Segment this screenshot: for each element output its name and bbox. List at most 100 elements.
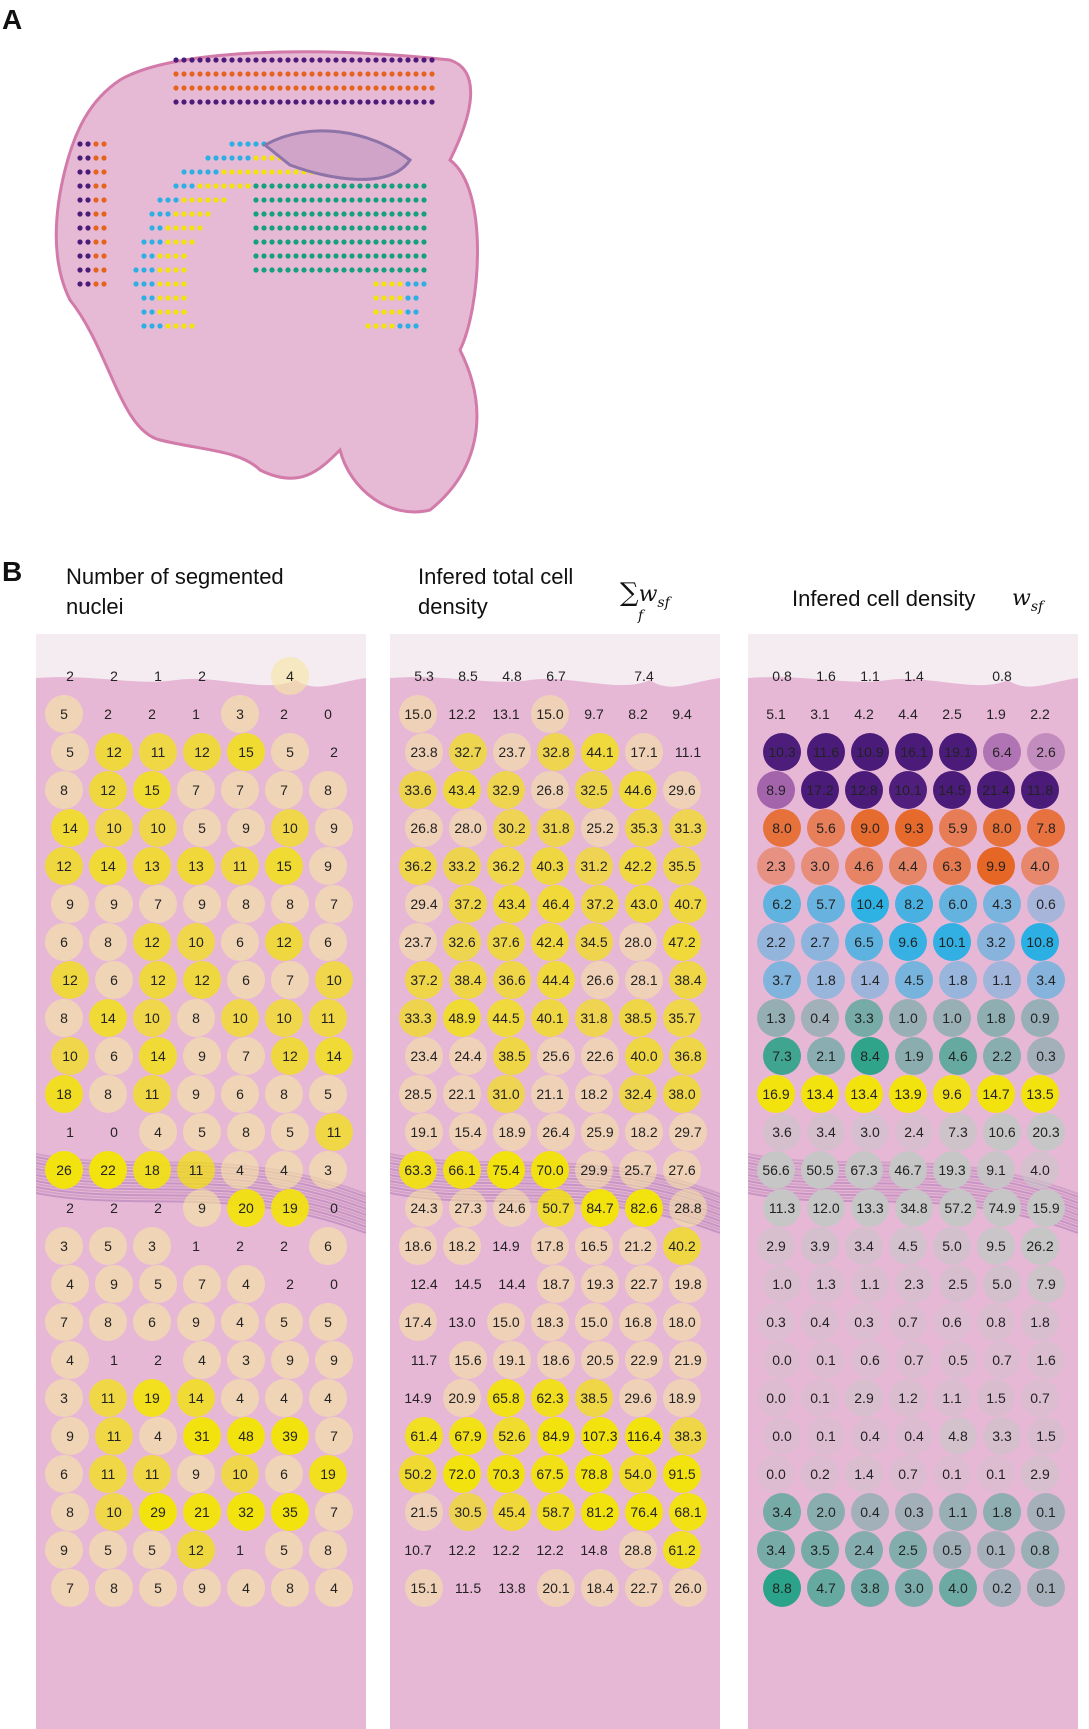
- spot-value: 9: [60, 1542, 68, 1558]
- tissue-spot: [253, 141, 259, 147]
- spot-value: 18.9: [498, 1124, 526, 1140]
- spot-marker: [933, 1075, 971, 1113]
- spot-value: 18: [56, 1086, 72, 1102]
- tissue-spot: [413, 57, 419, 63]
- tissue-spot: [285, 183, 291, 189]
- spot-value: 19.3: [586, 1276, 614, 1292]
- spot-marker: [889, 999, 927, 1037]
- spot-value: 0.6: [1036, 896, 1056, 912]
- tissue-spot: [373, 183, 379, 189]
- spot-marker: [801, 847, 839, 885]
- spot-value: 70.0: [536, 1162, 564, 1178]
- spot-value: 18: [144, 1162, 160, 1178]
- spot-marker: [757, 1531, 795, 1569]
- spot-value: 27.3: [454, 1200, 482, 1216]
- spot-value: 6.7: [546, 668, 566, 684]
- spot-marker: [581, 1493, 619, 1531]
- spot-marker: [801, 1303, 839, 1341]
- tissue-spot: [357, 85, 363, 91]
- spot-marker: [801, 1151, 839, 1189]
- tissue-spot: [157, 239, 163, 245]
- tissue-spot: [373, 281, 379, 287]
- tissue-spot: [173, 281, 179, 287]
- spot-value: 34.8: [900, 1200, 928, 1216]
- tissue-spot: [77, 169, 83, 175]
- tissue-spot: [157, 295, 163, 301]
- tissue-spot: [181, 197, 187, 203]
- tissue-spot: [293, 239, 299, 245]
- spot-marker: [133, 847, 171, 885]
- spot-marker: [807, 1493, 845, 1531]
- panel-nuclei-count: 2 2 1 2 4 5 2 2 1 3 2 0 5 12 11 12 15 5 2 8 12 15 7 7 7 8 14 10 10 5 9…: [36, 634, 366, 1729]
- spot-marker: [663, 1303, 701, 1341]
- spot-marker: [663, 1379, 701, 1417]
- spot-value: 74.9: [988, 1200, 1016, 1216]
- spot-marker: [575, 1151, 613, 1189]
- spot-marker: [977, 1455, 1015, 1493]
- tissue-spot: [373, 309, 379, 315]
- tissue-spot: [405, 85, 411, 91]
- spot-value: 10: [276, 1010, 292, 1026]
- spot-value: 7: [330, 1428, 338, 1444]
- tissue-spot: [357, 239, 363, 245]
- spot-marker: [537, 1493, 575, 1531]
- tissue-spot: [325, 85, 331, 91]
- spot-value: 25.9: [586, 1124, 614, 1140]
- spot-marker: [51, 1569, 89, 1607]
- spot-marker: [95, 1493, 133, 1531]
- spot-marker: [581, 961, 619, 999]
- spot-value: 45.4: [498, 1504, 526, 1520]
- spot-value: 42.4: [536, 934, 564, 950]
- spot-value: 11.6: [812, 744, 840, 760]
- tissue-spot: [325, 183, 331, 189]
- spot-value: 8.2: [628, 706, 648, 722]
- spot-marker: [939, 809, 977, 847]
- spot-value: 7: [198, 1276, 206, 1292]
- spot-value: 0.1: [816, 1352, 836, 1368]
- spot-marker: [895, 1493, 933, 1531]
- spot-marker: [309, 1227, 347, 1265]
- spot-value: 28.0: [454, 820, 482, 836]
- spot-value: 2.4: [904, 1124, 924, 1140]
- tissue-edge: [748, 634, 1078, 687]
- spot-marker: [889, 1075, 927, 1113]
- spot-marker: [763, 733, 801, 771]
- spot-value: 15.6: [454, 1352, 482, 1368]
- tissue-spot: [149, 323, 155, 329]
- tissue-spot: [269, 225, 275, 231]
- spot-value: 12: [282, 1048, 298, 1064]
- spot-value: 23.7: [404, 934, 432, 950]
- spot-marker: [45, 771, 83, 809]
- spot-value: 46.7: [894, 1162, 922, 1178]
- spot-value: 18.2: [580, 1086, 608, 1102]
- spot-value: 0.2: [992, 1580, 1012, 1596]
- spot-value: 19.1: [498, 1352, 526, 1368]
- spot-marker: [977, 1227, 1015, 1265]
- tissue-spot: [405, 267, 411, 273]
- tissue-spot: [181, 295, 187, 301]
- spot-value: 7.4: [634, 668, 654, 684]
- tissue-spot: [93, 141, 99, 147]
- spot-marker: [763, 1569, 801, 1607]
- spot-value: 9.7: [584, 706, 604, 722]
- tissue-spot: [325, 99, 331, 105]
- tissue-spot: [157, 211, 163, 217]
- spot-value: 1: [192, 706, 200, 722]
- tissue-spot: [317, 239, 323, 245]
- tissue-spot: [213, 183, 219, 189]
- tissue-spot: [181, 183, 187, 189]
- spot-value: 14: [150, 1048, 166, 1064]
- tissue-spot: [333, 57, 339, 63]
- spot-value: 9: [198, 1200, 206, 1216]
- tissue-spot: [341, 239, 347, 245]
- tissue-spot: [413, 85, 419, 91]
- tissue-spot: [381, 71, 387, 77]
- spot-value: 5: [148, 1542, 156, 1558]
- tissue-edge: [390, 634, 720, 687]
- spot-marker: [939, 1113, 977, 1151]
- spot-value: 10: [106, 1504, 122, 1520]
- spot-marker: [183, 1265, 221, 1303]
- tissue-spot: [277, 267, 283, 273]
- tissue-spot: [421, 99, 427, 105]
- spot-value: 12: [62, 972, 78, 988]
